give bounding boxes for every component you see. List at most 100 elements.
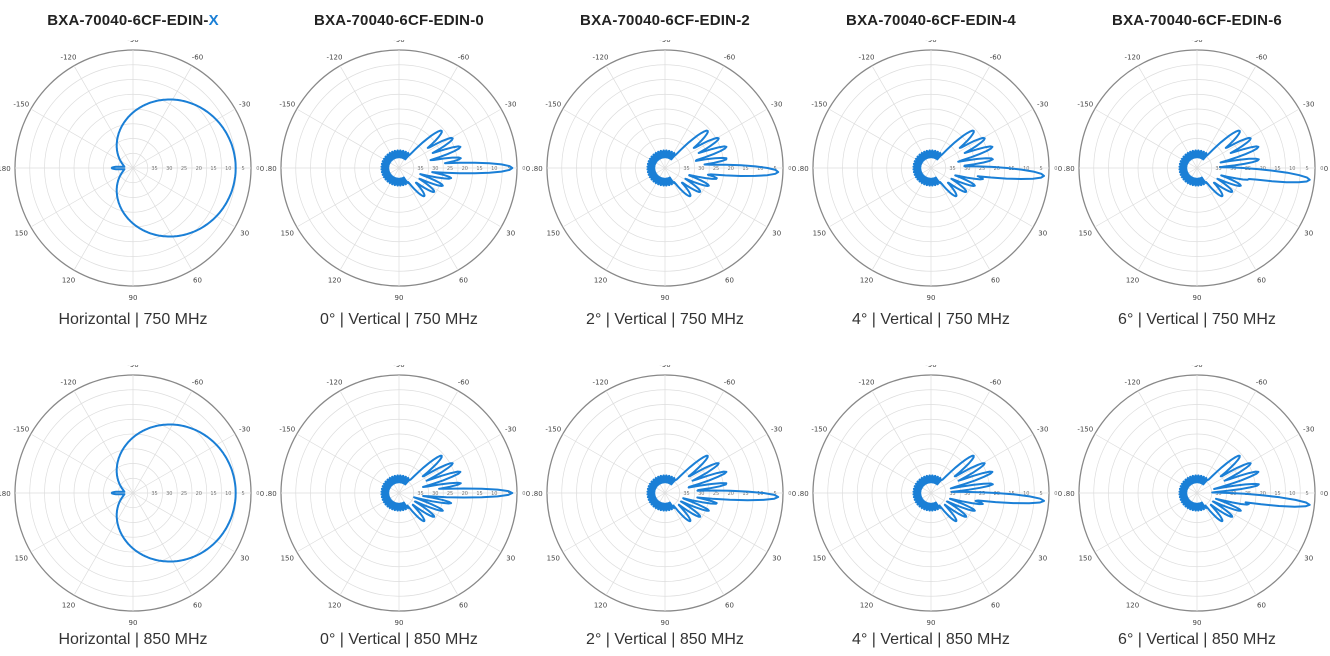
angle-label: 0: [1058, 165, 1062, 173]
angle-label: 30: [772, 230, 781, 238]
angle-label: -90: [659, 40, 670, 44]
angle-label: -120: [327, 53, 343, 61]
polar-chart: 0-30-60-90-120-1501801501209060303530252…: [798, 365, 1062, 627]
polar-grid-spoke: [562, 108, 666, 169]
radial-label: 0: [522, 166, 525, 172]
angle-label: 150: [281, 230, 294, 238]
angle-label: 150: [547, 230, 560, 238]
radial-label: 0: [1054, 166, 1057, 172]
angle-label: -30: [1037, 101, 1048, 109]
polar-grid-spoke: [828, 492, 932, 553]
radial-label: 20: [462, 166, 468, 172]
plot-caption: Horizontal | 850 MHz: [58, 631, 208, 648]
column-title: BXA-70040-6CF-EDIN-4: [798, 12, 1064, 29]
radial-label: 10: [757, 166, 763, 172]
radial-label: 15: [1274, 491, 1280, 497]
angle-label: 60: [1257, 602, 1266, 610]
angle-label: 120: [860, 602, 873, 610]
polar-grid-spoke: [1196, 492, 1257, 596]
polar-grid-spoke: [296, 167, 400, 228]
polar-grid-spoke: [30, 108, 134, 169]
radial-label: 30: [964, 166, 970, 172]
angle-label: 120: [860, 277, 873, 285]
angle-label: 0: [526, 490, 530, 498]
angle-label: 0: [1324, 165, 1328, 173]
angle-label: -90: [1191, 365, 1202, 369]
radial-label: 25: [181, 491, 187, 497]
angle-label: -120: [1125, 378, 1141, 386]
plot-caption: 4° | Vertical | 850 MHz: [852, 631, 1010, 648]
angle-label: -120: [859, 53, 875, 61]
angle-label: -90: [925, 365, 936, 369]
radial-label: 20: [462, 491, 468, 497]
radial-label: 0: [1054, 491, 1057, 497]
radial-label: 15: [742, 491, 748, 497]
radial-label: 35: [1215, 491, 1221, 497]
angle-label: 150: [1079, 230, 1092, 238]
radial-label: 35: [683, 491, 689, 497]
radial-label: 5: [1039, 166, 1042, 172]
polar-grid-spoke: [664, 390, 725, 494]
angle-label: -30: [771, 426, 782, 434]
polar-grid-spoke: [871, 167, 932, 271]
polar-grid-spoke: [398, 167, 502, 228]
polar-grid-spoke: [132, 65, 193, 169]
polar-grid-spoke: [1094, 108, 1198, 169]
radiation-pattern-line: [1178, 129, 1311, 198]
radial-label: 10: [1023, 491, 1029, 497]
angle-label: 0: [260, 490, 264, 498]
polar-grid-spoke: [1137, 492, 1198, 596]
column-title-main: BXA-70040-6CF-EDIN-: [47, 12, 209, 29]
angle-label: 30: [506, 555, 515, 563]
angle-label: -60: [458, 378, 469, 386]
angle-label: 120: [594, 277, 607, 285]
angle-label: 30: [506, 230, 515, 238]
angle-label: -90: [127, 40, 138, 44]
polar-grid-spoke: [339, 167, 400, 271]
angle-label: 60: [991, 277, 1000, 285]
radial-label: 25: [979, 166, 985, 172]
angle-label: 150: [547, 555, 560, 563]
angle-label: -120: [327, 378, 343, 386]
polar-grid-spoke: [1094, 433, 1198, 494]
angle-label: -60: [724, 378, 735, 386]
radiation-pattern-line: [646, 129, 780, 198]
polar-grid-spoke: [296, 492, 400, 553]
angle-label: 180: [1064, 490, 1075, 498]
polar-grid-spoke: [828, 433, 932, 494]
polar-grid-spoke: [339, 492, 400, 596]
radial-label: 30: [166, 166, 172, 172]
radial-label: 10: [1023, 166, 1029, 172]
radiation-pattern-line: [110, 98, 237, 238]
angle-label: 60: [725, 277, 734, 285]
angle-label: 0: [792, 490, 796, 498]
angle-label: -150: [1077, 101, 1093, 109]
angle-label: 120: [62, 277, 75, 285]
radial-label: 30: [432, 491, 438, 497]
polar-chart: 0-30-60-90-120-1501801501209060303530252…: [798, 40, 1062, 302]
angle-label: 30: [240, 555, 249, 563]
radial-label: 10: [491, 491, 497, 497]
radial-label: 30: [432, 166, 438, 172]
angle-label: 150: [15, 230, 28, 238]
polar-grid-spoke: [930, 167, 1034, 228]
angle-label: 180: [0, 490, 11, 498]
angle-label: 90: [927, 619, 936, 627]
polar-grid-spoke: [132, 167, 236, 228]
angle-label: -150: [811, 101, 827, 109]
angle-label: 30: [240, 230, 249, 238]
angle-label: 180: [266, 165, 277, 173]
angle-label: 180: [532, 165, 543, 173]
radial-label: 0: [1320, 166, 1323, 172]
polar-grid-spoke: [132, 167, 193, 271]
angle-label: 150: [813, 230, 826, 238]
radial-label: 5: [241, 491, 244, 497]
polar-grid-spoke: [828, 167, 932, 228]
angle-label: 180: [532, 490, 543, 498]
plot-caption: 6° | Vertical | 750 MHz: [1118, 311, 1276, 328]
polar-grid-spoke: [664, 492, 725, 596]
polar-grid-spoke: [1094, 167, 1198, 228]
polar-grid-spoke: [30, 433, 134, 494]
angle-label: -60: [192, 53, 203, 61]
angle-label: 90: [1193, 294, 1202, 302]
